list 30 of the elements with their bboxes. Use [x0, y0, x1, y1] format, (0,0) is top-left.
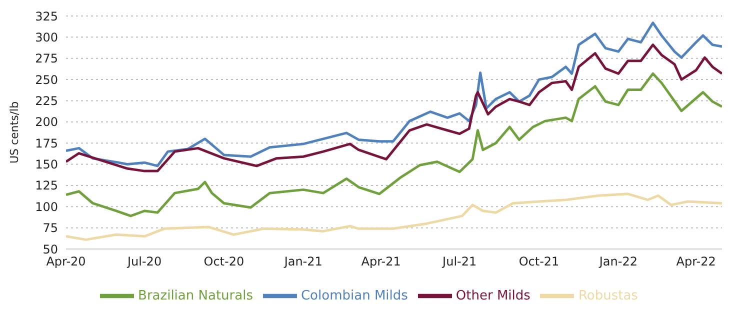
- y-tick-label: 325: [35, 9, 58, 24]
- x-tick-label: Jan-22: [598, 254, 638, 269]
- line-series: [66, 44, 722, 172]
- x-tick-label: Jul-21: [442, 254, 477, 269]
- y-tick-label: 100: [35, 200, 58, 214]
- y-tick-label: 50: [42, 242, 58, 256]
- y-tick-label: 225: [35, 94, 58, 108]
- line-series: [66, 192, 722, 241]
- y-tick-label: 150: [35, 158, 58, 172]
- y-tick-label: 200: [35, 115, 58, 130]
- legend-label: Other Milds: [456, 288, 530, 304]
- x-tick-label: Oct-21: [518, 254, 560, 269]
- y-axis-title: US cents/lb: [8, 101, 21, 164]
- x-tick-label: Apr-20: [46, 254, 86, 269]
- line-series: [66, 72, 722, 218]
- y-tick-label: 75: [42, 221, 58, 236]
- legend-label: Robustas: [578, 288, 638, 304]
- y-tick-label: 125: [35, 178, 58, 193]
- y-tick-label: 250: [35, 72, 58, 87]
- y-tick-label: 275: [35, 52, 58, 66]
- legend-label: Brazilian Naturals: [138, 288, 253, 304]
- y-tick-label: 175: [35, 136, 58, 150]
- x-tick-label: Apr-22: [676, 254, 716, 269]
- x-tick-label: Jul-20: [126, 254, 162, 269]
- line-series: [66, 22, 722, 168]
- x-tick-label: Apr-21: [361, 254, 401, 269]
- x-tick-label: Oct-20: [204, 254, 244, 269]
- legend-label: Colombian Milds: [300, 288, 408, 304]
- y-tick-label: 300: [35, 30, 58, 44]
- x-tick-label: Jan-21: [283, 254, 322, 269]
